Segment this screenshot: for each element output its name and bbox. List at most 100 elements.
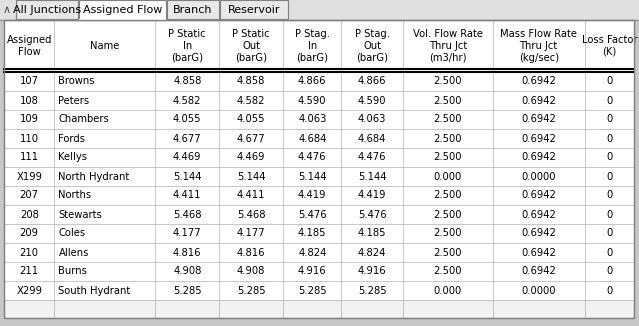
Text: 2.500: 2.500 [434, 247, 462, 258]
Text: 4.177: 4.177 [173, 229, 201, 239]
Text: 2.500: 2.500 [434, 266, 462, 276]
Text: 4.469: 4.469 [237, 153, 265, 162]
Text: 0: 0 [606, 77, 612, 86]
Text: 2.500: 2.500 [434, 96, 462, 106]
Bar [4, 186, 634, 205]
Text: ∧: ∧ [3, 5, 11, 15]
Text: 0.6942: 0.6942 [521, 266, 556, 276]
Text: Loss Factor
(K): Loss Factor (K) [581, 35, 637, 57]
Text: 4.582: 4.582 [173, 96, 201, 106]
Text: 0: 0 [606, 210, 612, 219]
Text: 210: 210 [20, 247, 39, 258]
Text: 5.285: 5.285 [358, 286, 387, 295]
Text: 209: 209 [20, 229, 39, 239]
Text: 5.144: 5.144 [298, 171, 327, 182]
Text: 4.684: 4.684 [358, 134, 387, 143]
Text: 211: 211 [20, 266, 39, 276]
Text: 109: 109 [20, 114, 39, 125]
Text: 2.500: 2.500 [434, 229, 462, 239]
Text: 110: 110 [20, 134, 39, 143]
Bar [4, 91, 634, 110]
Text: 4.684: 4.684 [298, 134, 327, 143]
FancyBboxPatch shape [16, 0, 78, 19]
Text: 4.411: 4.411 [237, 190, 265, 200]
Text: 4.816: 4.816 [173, 247, 201, 258]
Text: P Static
Out
(barG): P Static Out (barG) [233, 29, 270, 63]
Text: Reservoir: Reservoir [227, 5, 281, 15]
Text: 2.500: 2.500 [434, 114, 462, 125]
Text: 0.0000: 0.0000 [521, 286, 556, 295]
Text: 5.285: 5.285 [237, 286, 265, 295]
Bar [4, 205, 634, 224]
Text: Peters: Peters [58, 96, 89, 106]
Bar [4, 110, 634, 129]
Bar [4, 224, 634, 243]
Text: 4.908: 4.908 [237, 266, 265, 276]
Text: 0.0000: 0.0000 [521, 171, 556, 182]
Text: Vol. Flow Rate
Thru Jct
(m3/hr): Vol. Flow Rate Thru Jct (m3/hr) [413, 29, 483, 63]
Text: 208: 208 [20, 210, 39, 219]
Bar [4, 20, 634, 72]
Text: 4.858: 4.858 [173, 77, 201, 86]
Text: 2.500: 2.500 [434, 77, 462, 86]
Text: P Static
In
(barG): P Static In (barG) [169, 29, 206, 63]
Text: 2.500: 2.500 [434, 190, 462, 200]
Text: 5.144: 5.144 [237, 171, 265, 182]
Text: 4.063: 4.063 [298, 114, 327, 125]
Text: 2.500: 2.500 [434, 153, 462, 162]
FancyBboxPatch shape [79, 0, 166, 20]
Text: Coles: Coles [58, 229, 86, 239]
Text: X199: X199 [16, 171, 42, 182]
Text: Kellys: Kellys [58, 153, 88, 162]
Text: 111: 111 [20, 153, 39, 162]
Text: 4.469: 4.469 [173, 153, 201, 162]
Bar [4, 148, 634, 167]
Text: Branch: Branch [173, 5, 213, 15]
Text: 4.476: 4.476 [358, 153, 387, 162]
Text: 0.6942: 0.6942 [521, 247, 556, 258]
Text: 5.468: 5.468 [237, 210, 265, 219]
Text: 4.185: 4.185 [358, 229, 387, 239]
Text: 2.500: 2.500 [434, 210, 462, 219]
Text: 5.476: 5.476 [298, 210, 327, 219]
Text: 0.6942: 0.6942 [521, 153, 556, 162]
Text: 0: 0 [606, 247, 612, 258]
Text: 4.582: 4.582 [237, 96, 265, 106]
Text: Allens: Allens [58, 247, 89, 258]
Text: 4.185: 4.185 [298, 229, 327, 239]
Text: 0: 0 [606, 266, 612, 276]
Text: 5.285: 5.285 [173, 286, 201, 295]
Bar [4, 167, 634, 186]
Bar [4, 262, 634, 281]
Text: South Hydrant: South Hydrant [58, 286, 131, 295]
Text: 4.824: 4.824 [298, 247, 327, 258]
Text: 4.419: 4.419 [298, 190, 327, 200]
Text: 0: 0 [606, 171, 612, 182]
Text: All Junctions: All Junctions [13, 5, 81, 15]
Text: Assigned
Flow: Assigned Flow [6, 35, 52, 57]
Text: 4.055: 4.055 [237, 114, 265, 125]
Text: 4.677: 4.677 [237, 134, 265, 143]
Text: North Hydrant: North Hydrant [58, 171, 130, 182]
Text: 0.6942: 0.6942 [521, 210, 556, 219]
Text: 108: 108 [20, 96, 39, 106]
Text: 0: 0 [606, 153, 612, 162]
Text: 0.000: 0.000 [434, 171, 462, 182]
Text: 4.866: 4.866 [358, 77, 387, 86]
Text: 4.916: 4.916 [358, 266, 387, 276]
Text: 0.000: 0.000 [434, 286, 462, 295]
Text: 0.6942: 0.6942 [521, 190, 556, 200]
Text: 4.476: 4.476 [298, 153, 327, 162]
Text: 0: 0 [606, 134, 612, 143]
Text: 5.144: 5.144 [173, 171, 201, 182]
Text: 0: 0 [606, 96, 612, 106]
Text: 4.419: 4.419 [358, 190, 387, 200]
Text: Stewarts: Stewarts [58, 210, 102, 219]
Text: 4.590: 4.590 [358, 96, 387, 106]
Text: 0.6942: 0.6942 [521, 77, 556, 86]
Text: Browns: Browns [58, 77, 95, 86]
Text: 4.177: 4.177 [237, 229, 265, 239]
Bar [4, 281, 634, 300]
Text: 4.866: 4.866 [298, 77, 327, 86]
Text: 0: 0 [606, 229, 612, 239]
